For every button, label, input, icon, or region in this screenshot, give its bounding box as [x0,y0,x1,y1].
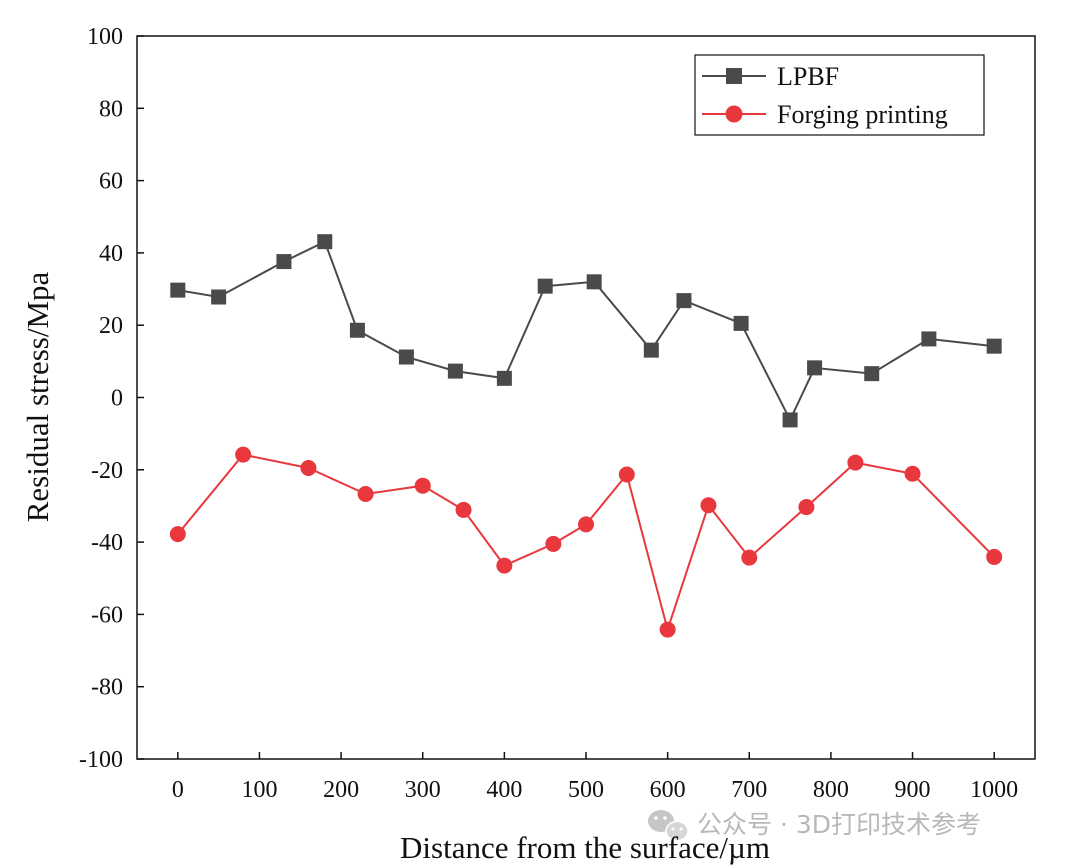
y-tick-label: -60 [91,602,123,628]
x-tick-label: 1000 [970,777,1018,803]
data-point-forging-printing [659,621,676,638]
y-tick-label: 40 [99,241,123,267]
data-point-forging-printing [300,459,317,476]
data-point-forging-printing [545,535,562,552]
x-tick-label: 200 [323,777,359,803]
data-point-lpbf [211,289,227,305]
data-point-forging-printing [904,465,921,482]
x-tick-label: 800 [813,777,849,803]
legend-box [694,54,985,136]
data-point-lpbf [986,338,1002,354]
x-axis-title: Distance from the surface/µm [400,830,770,865]
data-point-lpbf [733,315,749,331]
legend-marker-forging [725,105,743,123]
y-axis-ticks: -100 -80 -60 -40 -20 0 20 40 60 80 100 [79,24,144,773]
data-point-lpbf [676,293,692,309]
data-point-forging-printing [357,486,374,503]
x-tick-label: 900 [895,777,931,803]
x-tick-label: 0 [172,777,184,803]
legend: LPBF Forging printing [694,54,985,136]
y-tick-label: -20 [91,458,123,484]
series-line-lpbf [177,240,995,423]
data-point-forging-printing [798,499,815,516]
watermark: 公众号 · 3D打印技术参考 [648,810,981,842]
data-point-forging-printing [235,446,252,463]
data-point-lpbf [921,331,937,347]
data-point-forging-printing [455,501,472,518]
y-tick-label: 60 [99,169,123,195]
y-tick-label: -40 [91,530,123,556]
data-point-lpbf [496,370,512,386]
x-tick-label: 300 [405,777,441,803]
data-point-lpbf [170,282,186,298]
data-point-lpbf [864,366,880,382]
legend-label-forging: Forging printing [777,100,948,129]
data-point-lpbf [643,342,659,358]
y-tick-label: 80 [99,96,123,122]
series-line-forging-printing [177,453,995,634]
legend-marker-lpbf [726,68,742,84]
data-point-lpbf [398,349,414,365]
x-tick-label: 100 [241,777,277,803]
data-point-forging-printing [496,557,513,574]
x-axis-ticks: 0 100 200 300 400 500 600 700 800 900 1000 [172,752,1018,803]
data-series [169,234,1003,638]
data-point-forging-printing [169,526,186,543]
legend-label-lpbf: LPBF [777,62,839,91]
data-point-forging-printing [414,477,431,494]
data-point-lpbf [782,412,798,428]
x-tick-label: 600 [650,777,686,803]
y-tick-label: 20 [99,313,123,339]
y-axis-title: Residual stress/Mpa [20,271,55,522]
data-point-forging-printing [618,466,635,483]
data-point-lpbf [317,234,333,250]
x-tick-label: 400 [486,777,522,803]
data-point-forging-printing [700,497,717,514]
y-tick-label: 0 [111,386,123,412]
plot-border [136,35,1036,760]
x-tick-label: 500 [568,777,604,803]
plot-frame [136,35,1036,760]
x-tick-label: 700 [731,777,767,803]
data-point-lpbf [537,278,553,294]
data-point-lpbf [276,254,292,270]
data-point-forging-printing [741,549,758,566]
data-point-lpbf [807,360,823,376]
y-tick-label: 100 [87,24,123,50]
data-point-forging-printing [986,548,1003,565]
data-point-forging-printing [847,454,864,471]
data-point-lpbf [586,274,602,290]
wechat-icon [648,810,689,842]
data-point-forging-printing [578,516,594,533]
y-tick-label: -100 [79,747,123,773]
y-tick-label: -80 [91,675,123,701]
data-point-lpbf [447,363,463,379]
watermark-text: 公众号 · 3D打印技术参考 [697,810,981,839]
data-point-lpbf [349,322,365,338]
